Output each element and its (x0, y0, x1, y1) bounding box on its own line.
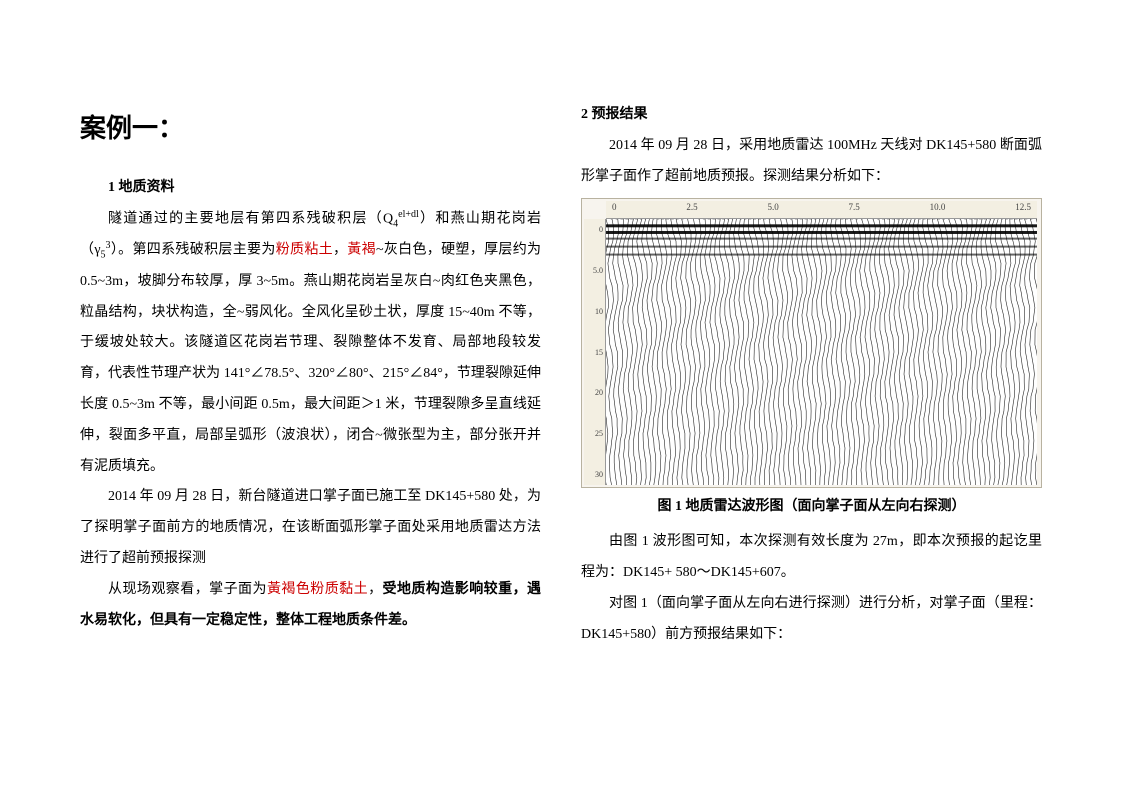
radar-body (606, 219, 1037, 485)
t: ）。第四系残破积层主要为 (111, 243, 276, 258)
t: 隧道通过的主要地层有第四系残破积层（Q (108, 212, 393, 227)
left-column: 案例一： 1 地质资料 隧道通过的主要地层有第四系残破积层（Q4el+dl）和燕… (80, 100, 541, 753)
ruler-tick: 0 (612, 198, 617, 217)
sub: 5 (101, 250, 106, 261)
t: ， (333, 243, 347, 258)
depth-tick: 0 (599, 221, 603, 239)
case-title: 案例一： (80, 100, 541, 157)
sup: el+dl (398, 209, 419, 220)
depth-tick: 25 (595, 425, 603, 443)
right-column: 2 预报结果 2014 年 09 月 28 日，采用地质雷达 100MHz 天线… (581, 100, 1042, 753)
radar-svg (606, 219, 1037, 485)
red-text: 黃褐 (347, 243, 376, 258)
t: 从现场观察看，掌子面为 (108, 582, 267, 597)
red-text: 粉质粘土 (276, 243, 333, 258)
radar-ruler: 0 2.5 5.0 7.5 10.0 12.5 (606, 201, 1037, 219)
para-date: 2014 年 09 月 28 日，新台隧道进口掌子面已施工至 DK145+580… (80, 482, 541, 574)
para-r3: 对图 1（面向掌子面从左向右进行探测）进行分析，对掌子面（里程：DK145+58… (581, 589, 1042, 651)
ruler-tick: 10.0 (930, 198, 946, 217)
t: ， (368, 582, 382, 597)
depth-tick: 20 (595, 384, 603, 402)
depth-tick: 15 (595, 344, 603, 362)
ruler-tick: 2.5 (686, 198, 697, 217)
para-r1: 2014 年 09 月 28 日，采用地质雷达 100MHz 天线对 DK145… (581, 131, 1042, 193)
para-r2: 由图 1 波形图可知，本次探测有效长度为 27m，即本次预报的起讫里程为：DK1… (581, 527, 1042, 589)
sub: 4 (393, 218, 398, 229)
para-geology: 隧道通过的主要地层有第四系残破积层（Q4el+dl）和燕山期花岗岩（γ53）。第… (80, 204, 541, 482)
ruler-tick: 7.5 (849, 198, 860, 217)
section1-head: 1 地质资料 (80, 173, 541, 204)
depth-tick: 5.0 (593, 262, 603, 280)
red-text: 黃褐色粉质黏土 (267, 582, 368, 597)
figure-caption: 图 1 地质雷达波形图（面向掌子面从左向右探测） (581, 492, 1042, 523)
depth-tick: 10 (595, 303, 603, 321)
ruler-tick: 5.0 (767, 198, 778, 217)
t: ~灰白色，硬塑，厚层约为 0.5~3m，坡脚分布较厚，厚 3~5m。燕山期花岗岩… (80, 243, 541, 474)
section2-head: 2 预报结果 (581, 100, 1042, 131)
radar-depth-axis: 0 5.0 10 15 20 25 30 (584, 219, 606, 485)
ruler-tick: 12.5 (1015, 198, 1031, 217)
figure-wrap: 0 2.5 5.0 7.5 10.0 12.5 0 5.0 10 15 20 25 30 图 1 地质… (581, 198, 1042, 523)
depth-tick: 30 (595, 466, 603, 484)
radar-figure: 0 2.5 5.0 7.5 10.0 12.5 0 5.0 10 15 20 25 30 (581, 198, 1042, 488)
para-observe: 从现场观察看，掌子面为黃褐色粉质黏土，受地质构造影响较重，遇水易软化，但具有一定… (80, 575, 541, 637)
